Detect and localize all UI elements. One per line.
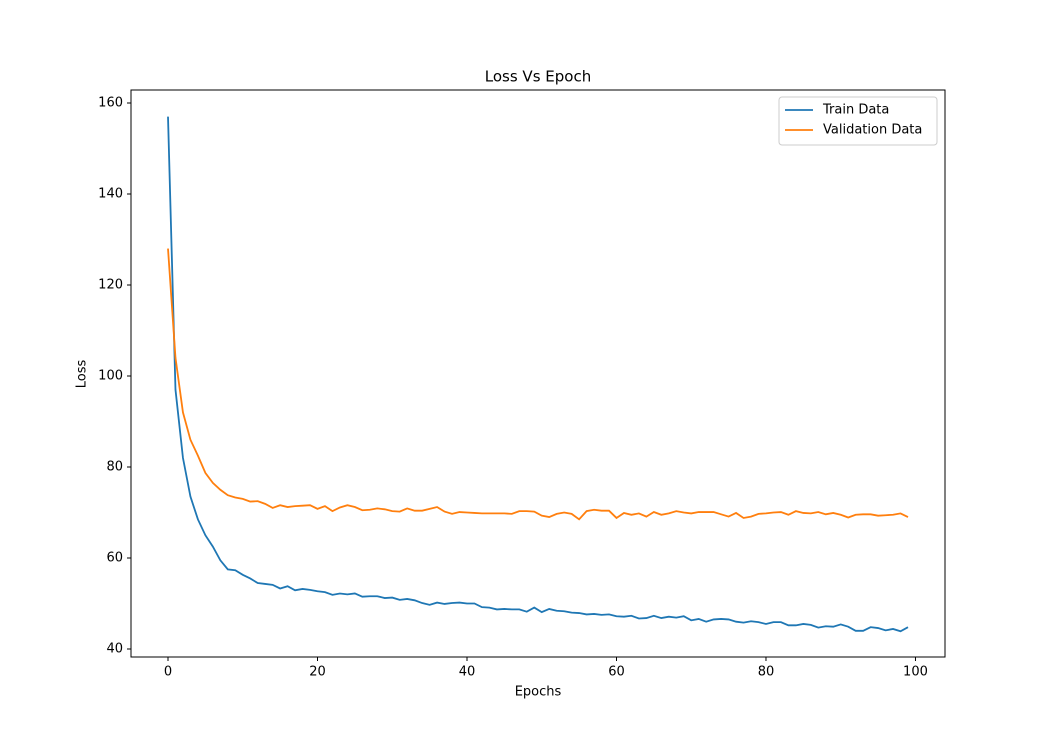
legend-box [778,96,938,146]
line-series [167,248,909,521]
legend-label: Train Data [822,103,889,118]
x-tick-label: 100 [903,665,928,680]
chart-title: Loss Vs Epoch [485,68,591,86]
y-tick-label: 100 [98,369,123,384]
legend-label: Validation Data [823,123,922,138]
x-tick-label: 60 [608,665,625,680]
y-tick-label: 60 [106,550,123,565]
y-tick-label: 120 [98,278,123,293]
y-tick-label: 140 [98,187,123,202]
line-series [167,116,909,633]
x-axis-label: Epochs [515,685,562,700]
x-tick-label: 80 [758,665,775,680]
y-axis-label: Loss [75,360,90,389]
x-tick-label: 40 [459,665,476,680]
y-tick-label: 80 [106,459,123,474]
y-tick-label: 160 [98,96,123,111]
x-tick-label: 20 [309,665,326,680]
y-tick-label: 40 [106,641,123,656]
x-tick-label: 0 [164,665,172,680]
axes-frame [130,89,946,658]
